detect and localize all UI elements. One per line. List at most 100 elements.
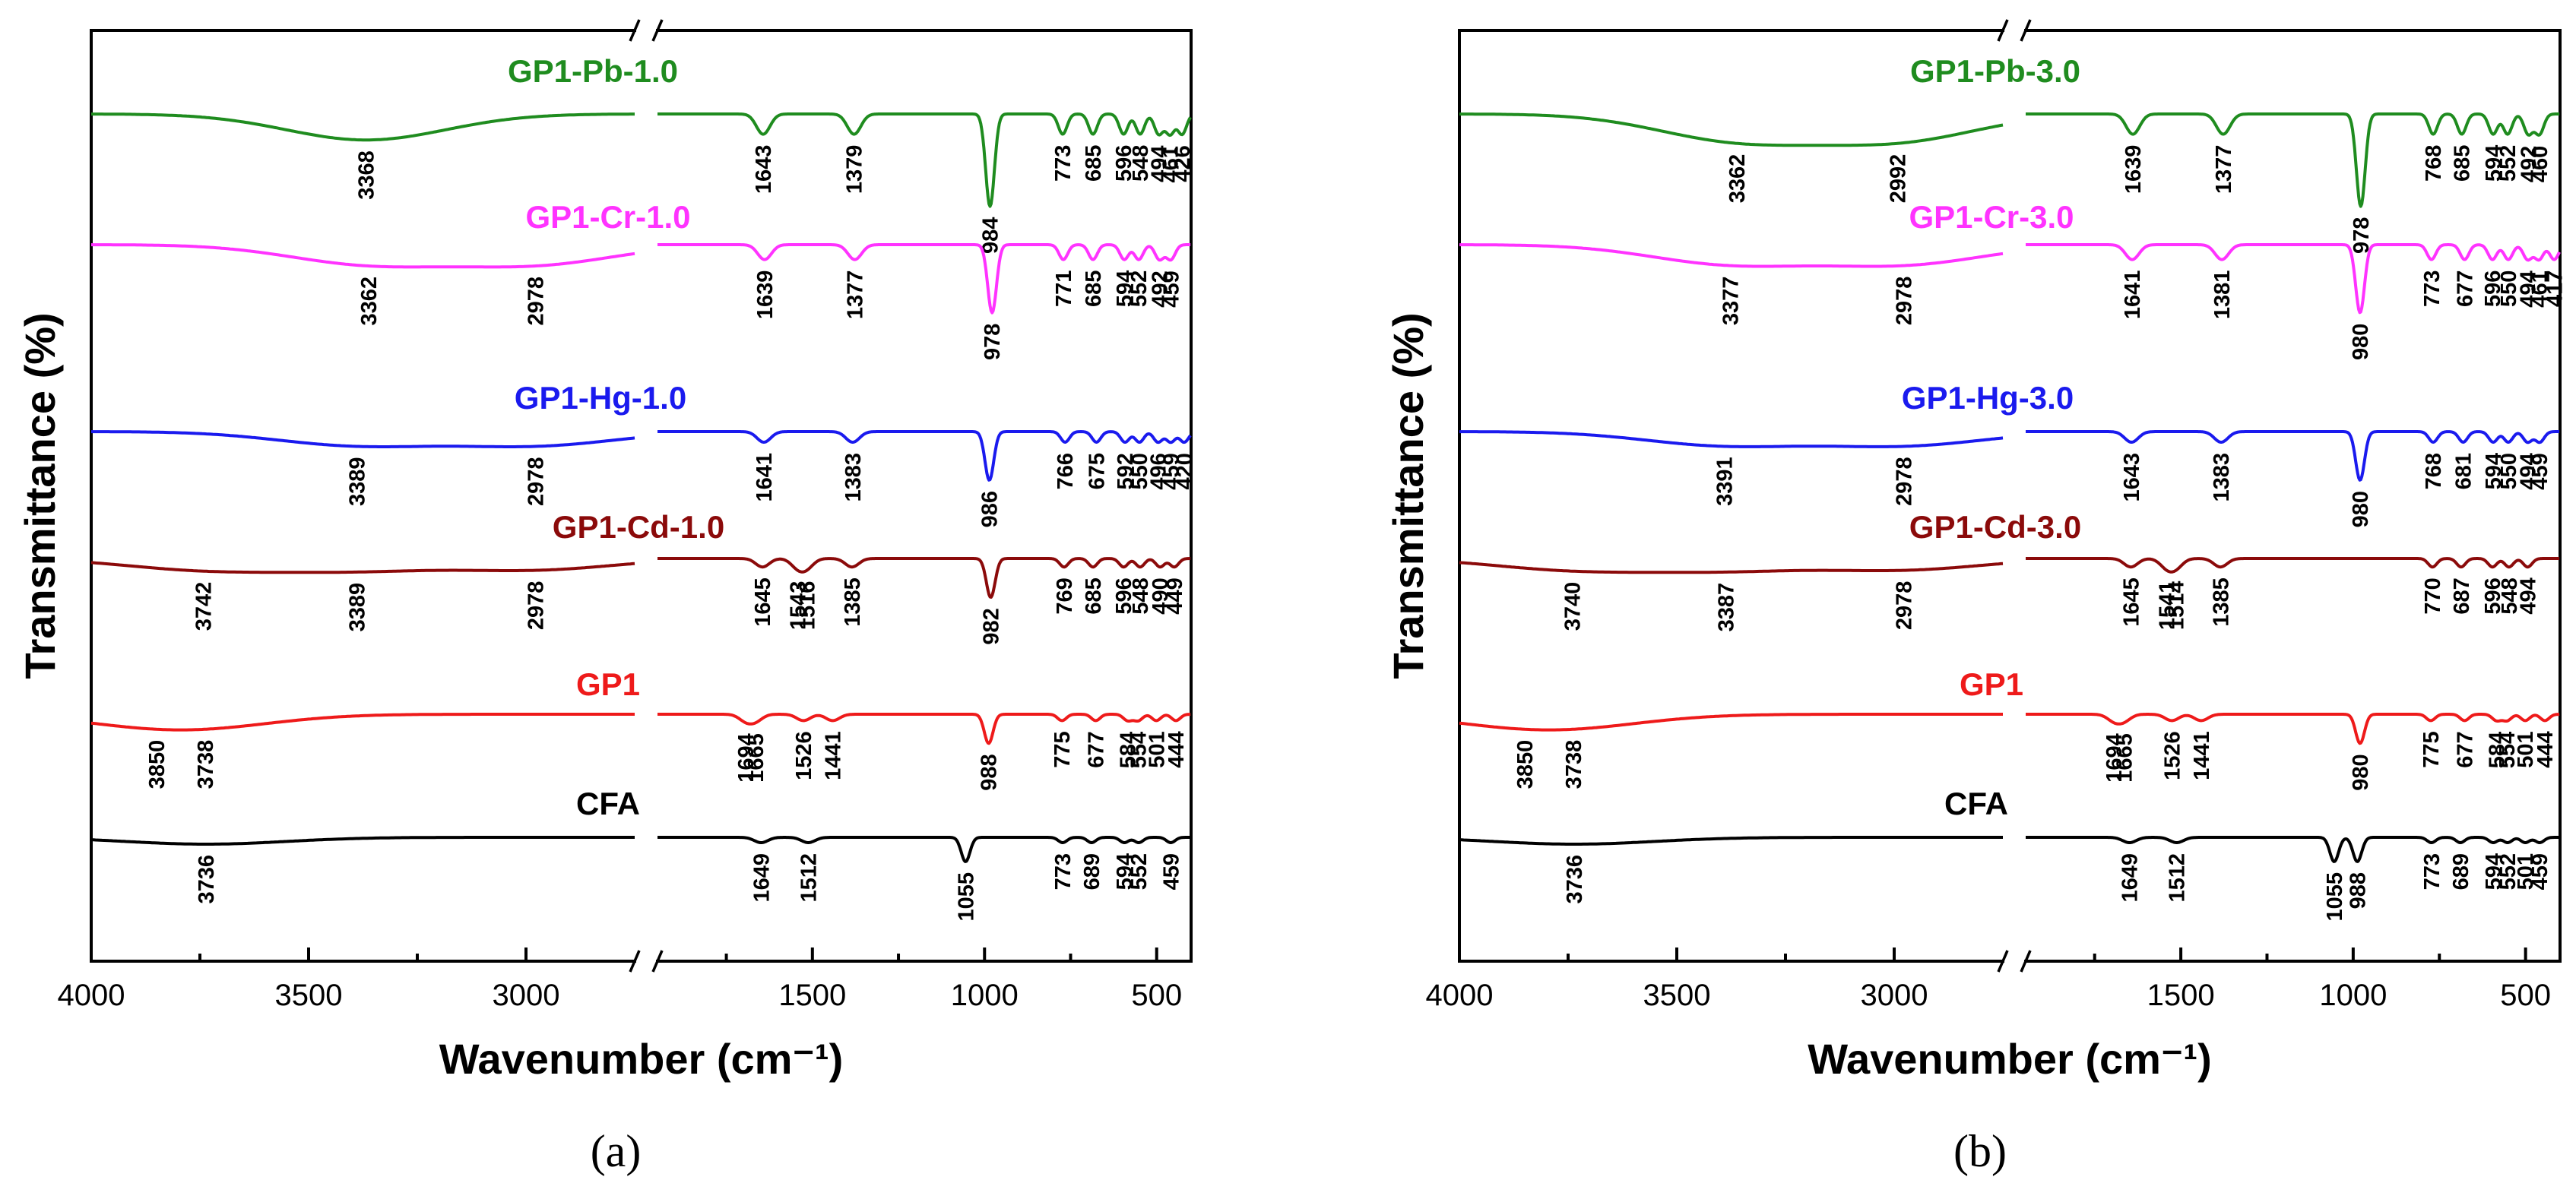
peak-label: 687 (2450, 577, 2474, 614)
spectrum-line-segment-high (91, 243, 635, 269)
x-tick-label: 1000 (2319, 979, 2387, 1012)
axis-break-mark (2020, 19, 2032, 42)
spectrum-line-segment-low (2025, 112, 2560, 208)
x-tick-label: 1500 (2147, 979, 2215, 1012)
peak-label: 550 (2497, 453, 2521, 489)
peak-label: 3368 (355, 150, 379, 200)
x-tick-label: 500 (2500, 979, 2551, 1012)
peak-label: 594 (1113, 270, 1137, 307)
peak-label: 417 (2543, 270, 2567, 307)
peak-label: 681 (2452, 453, 2476, 489)
peak-label: 1377 (844, 270, 868, 320)
peak-label: 426 (1171, 145, 1195, 182)
peak-label: 1516 (796, 581, 820, 631)
peak-label: 1514 (2165, 581, 2189, 631)
peak-label: 494 (2516, 453, 2540, 489)
peak-label: 1643 (752, 145, 776, 195)
peak-label: 1639 (753, 270, 778, 320)
series-name-label: GP1-Cr-1.0 (525, 199, 690, 235)
x-tick-label: 3500 (275, 979, 343, 1012)
peak-label: 550 (1128, 453, 1152, 489)
peak-label: 768 (2422, 453, 2446, 489)
spectrum-line-segment-high (1459, 836, 2003, 846)
peak-label: 685 (1082, 145, 1106, 182)
peak-label: 3738 (1562, 740, 1586, 789)
peak-label: 775 (1050, 731, 1075, 767)
peak-label: 459 (1159, 270, 1183, 307)
x-tick-label: 1000 (951, 979, 1019, 1012)
peak-label: 1645 (751, 577, 775, 627)
panel-label: (b) (1953, 1126, 2007, 1176)
peak-label: 980 (2349, 491, 2373, 527)
series-name-label: GP1-Hg-3.0 (1902, 380, 2074, 416)
peak-label: 1512 (797, 853, 821, 903)
x-tick-label: 3000 (1861, 979, 1928, 1012)
spectrum-line-segment-low (657, 713, 1191, 745)
spectrum-line-segment-low (2025, 243, 2561, 315)
peak-label: 461 (1158, 146, 1183, 182)
spectrum-line-segment-high (1459, 561, 2004, 574)
peak-label: 3736 (1563, 855, 1587, 904)
spectrum-line-segment-low (657, 836, 1191, 863)
peak-label: 552 (2496, 145, 2521, 182)
peak-label: 1643 (2120, 453, 2144, 502)
peak-label: 584 (1117, 732, 1141, 768)
axis-break-gap-top (2004, 24, 2024, 36)
peak-label: 1543 (786, 581, 810, 631)
spectrum-line-segment-high (91, 112, 635, 142)
peak-label: 2978 (524, 581, 549, 631)
peak-label: 594 (2482, 145, 2506, 182)
peak-label: 978 (981, 324, 1005, 360)
peak-label: 596 (1112, 577, 1136, 614)
peak-label: 1641 (2121, 270, 2145, 320)
peak-label: 501 (1145, 731, 1169, 767)
spectrum-line-segment-low (2025, 836, 2560, 863)
peak-label: 548 (2498, 577, 2522, 614)
peak-label: 3362 (357, 277, 382, 326)
series-name-label: CFA (576, 786, 640, 821)
peak-label: 768 (2422, 145, 2446, 182)
peak-label: 2992 (1887, 154, 1911, 204)
axis-break-mark (1997, 19, 2009, 42)
peak-label: 1383 (2210, 453, 2234, 502)
chart-panel-a: 4000 3500 3000 1500 1000 500 Wavenumber (cm⁻¹)… (16, 19, 1197, 1176)
x-tick-label: 4000 (1426, 979, 1494, 1012)
peak-label: 592 (1114, 453, 1138, 489)
y-axis-title: Transmittance (%) (1384, 312, 1432, 679)
peak-label: 550 (2497, 270, 2521, 307)
spectrum-line-segment-low (657, 557, 1191, 599)
peak-label: 988 (2346, 872, 2370, 909)
x-tick-label: 1500 (778, 979, 846, 1012)
peak-label: 596 (1112, 145, 1136, 182)
series-name-label: GP1-Hg-1.0 (515, 380, 686, 416)
peak-label: 3850 (145, 740, 170, 789)
x-tick-label: 500 (1131, 979, 1182, 1012)
spectrum-line-segment-high (1459, 713, 2003, 732)
peak-label: 1377 (2212, 145, 2236, 195)
peak-label: 1385 (841, 577, 865, 627)
axis-break-mark (629, 950, 641, 973)
axis-break-gap-bottom (636, 955, 656, 967)
peak-label: 982 (979, 608, 1003, 644)
series-name-label: GP1-Cd-3.0 (1909, 509, 2081, 545)
peak-label: 685 (1082, 270, 1106, 307)
peak-label: 459 (1159, 853, 1183, 890)
peak-label: 2978 (524, 457, 549, 507)
peak-label: 766 (1054, 453, 1078, 489)
peak-label: 689 (1080, 853, 1104, 890)
peak-label: 675 (1085, 453, 1110, 489)
peak-label: 548 (1129, 577, 1153, 614)
peak-label: 685 (2451, 145, 2475, 182)
series-name-label: CFA (1944, 786, 2008, 821)
peak-label: 501 (2514, 853, 2538, 890)
peak-label: 3362 (1725, 154, 1750, 204)
peak-label: 3377 (1719, 277, 1743, 326)
x-tick-label: 3000 (493, 979, 560, 1012)
peak-label: 689 (2449, 853, 2473, 890)
peak-label: 1641 (753, 453, 777, 502)
series-name-label: GP1 (1960, 666, 2023, 702)
peak-label: 1694 (734, 733, 759, 783)
peak-label: 490 (1149, 577, 1173, 614)
peak-label: 1645 (2119, 577, 2143, 627)
spectrum-line-segment-low (657, 430, 1192, 482)
